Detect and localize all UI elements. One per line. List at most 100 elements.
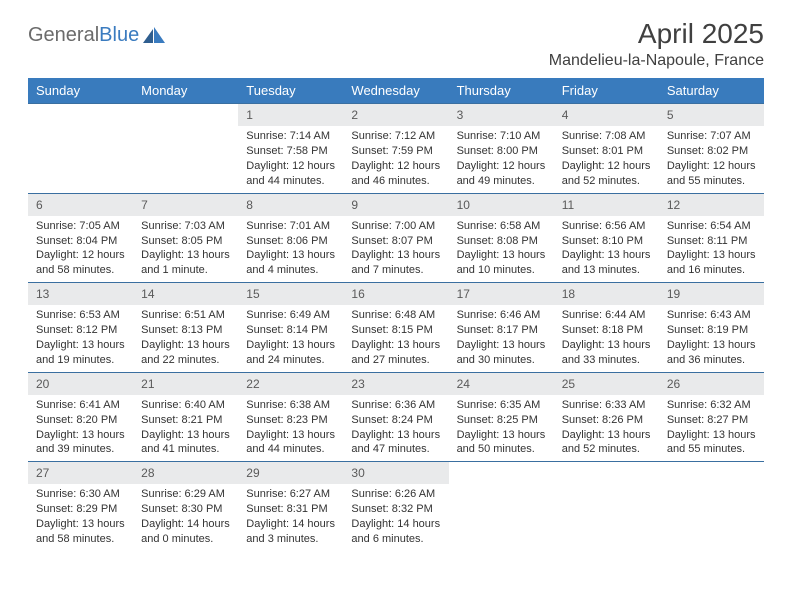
sunset-line: Sunset: 8:02 PM (667, 144, 756, 159)
daylight-line-2: and 22 minutes. (141, 353, 230, 368)
sunrise-line: Sunrise: 6:38 AM (246, 398, 335, 413)
sunset-line: Sunset: 8:21 PM (141, 413, 230, 428)
sunset-line: Sunset: 8:30 PM (141, 502, 230, 517)
daylight-line-1: Daylight: 14 hours (246, 517, 335, 532)
day-cell: 28Sunrise: 6:29 AMSunset: 8:30 PMDayligh… (133, 462, 238, 551)
daylight-line-2: and 52 minutes. (562, 174, 651, 189)
day-number: 1 (238, 104, 343, 126)
day-number: 30 (343, 462, 448, 484)
day-cell: 5Sunrise: 7:07 AMSunset: 8:02 PMDaylight… (659, 104, 764, 194)
daylight-line-1: Daylight: 13 hours (351, 248, 440, 263)
day-details: Sunrise: 7:10 AMSunset: 8:00 PMDaylight:… (449, 126, 554, 192)
sunset-line: Sunset: 8:25 PM (457, 413, 546, 428)
sunrise-line: Sunrise: 6:32 AM (667, 398, 756, 413)
daylight-line-2: and 27 minutes. (351, 353, 440, 368)
sunrise-line: Sunrise: 6:48 AM (351, 308, 440, 323)
weekday-row: SundayMondayTuesdayWednesdayThursdayFrid… (28, 78, 764, 104)
daylight-line-1: Daylight: 12 hours (351, 159, 440, 174)
sunset-line: Sunset: 8:12 PM (36, 323, 125, 338)
day-details: Sunrise: 7:00 AMSunset: 8:07 PMDaylight:… (343, 216, 448, 282)
day-number: 12 (659, 194, 764, 216)
sunset-line: Sunset: 7:59 PM (351, 144, 440, 159)
day-details: Sunrise: 6:36 AMSunset: 8:24 PMDaylight:… (343, 395, 448, 461)
daylight-line-1: Daylight: 14 hours (141, 517, 230, 532)
day-cell: 17Sunrise: 6:46 AMSunset: 8:17 PMDayligh… (449, 283, 554, 373)
daylight-line-1: Daylight: 13 hours (351, 338, 440, 353)
daylight-line-2: and 19 minutes. (36, 353, 125, 368)
title-block: April 2025 Mandelieu-la-Napoule, France (549, 18, 764, 70)
day-number: 8 (238, 194, 343, 216)
daylight-line-1: Daylight: 13 hours (246, 428, 335, 443)
day-number: 29 (238, 462, 343, 484)
sunset-line: Sunset: 8:31 PM (246, 502, 335, 517)
day-details: Sunrise: 6:49 AMSunset: 8:14 PMDaylight:… (238, 305, 343, 371)
day-details: Sunrise: 7:14 AMSunset: 7:58 PMDaylight:… (238, 126, 343, 192)
daylight-line-1: Daylight: 13 hours (562, 428, 651, 443)
day-number: 25 (554, 373, 659, 395)
day-number: 26 (659, 373, 764, 395)
day-number: 24 (449, 373, 554, 395)
sunset-line: Sunset: 8:10 PM (562, 234, 651, 249)
daylight-line-2: and 58 minutes. (36, 532, 125, 547)
sunset-line: Sunset: 8:17 PM (457, 323, 546, 338)
sunrise-line: Sunrise: 7:03 AM (141, 219, 230, 234)
sunset-line: Sunset: 8:11 PM (667, 234, 756, 249)
day-cell: 14Sunrise: 6:51 AMSunset: 8:13 PMDayligh… (133, 283, 238, 373)
sunset-line: Sunset: 8:23 PM (246, 413, 335, 428)
weekday-header: Thursday (449, 78, 554, 104)
sunrise-line: Sunrise: 7:00 AM (351, 219, 440, 234)
daylight-line-2: and 41 minutes. (141, 442, 230, 457)
day-details: Sunrise: 6:43 AMSunset: 8:19 PMDaylight:… (659, 305, 764, 371)
daylight-line-1: Daylight: 13 hours (562, 248, 651, 263)
day-number: 21 (133, 373, 238, 395)
day-details: Sunrise: 6:30 AMSunset: 8:29 PMDaylight:… (28, 484, 133, 550)
sunrise-line: Sunrise: 6:33 AM (562, 398, 651, 413)
day-details: Sunrise: 6:48 AMSunset: 8:15 PMDaylight:… (343, 305, 448, 371)
day-cell: 26Sunrise: 6:32 AMSunset: 8:27 PMDayligh… (659, 372, 764, 462)
daylight-line-2: and 16 minutes. (667, 263, 756, 278)
day-details: Sunrise: 6:46 AMSunset: 8:17 PMDaylight:… (449, 305, 554, 371)
sunset-line: Sunset: 8:27 PM (667, 413, 756, 428)
daylight-line-1: Daylight: 13 hours (457, 338, 546, 353)
day-details: Sunrise: 6:32 AMSunset: 8:27 PMDaylight:… (659, 395, 764, 461)
sunset-line: Sunset: 8:15 PM (351, 323, 440, 338)
daylight-line-1: Daylight: 12 hours (246, 159, 335, 174)
sunset-line: Sunset: 8:19 PM (667, 323, 756, 338)
sunrise-line: Sunrise: 7:08 AM (562, 129, 651, 144)
sunset-line: Sunset: 8:32 PM (351, 502, 440, 517)
daylight-line-2: and 36 minutes. (667, 353, 756, 368)
day-number: 9 (343, 194, 448, 216)
sunrise-line: Sunrise: 6:51 AM (141, 308, 230, 323)
sunrise-line: Sunrise: 6:29 AM (141, 487, 230, 502)
day-details: Sunrise: 6:51 AMSunset: 8:13 PMDaylight:… (133, 305, 238, 371)
day-cell: 3Sunrise: 7:10 AMSunset: 8:00 PMDaylight… (449, 104, 554, 194)
weekday-header: Sunday (28, 78, 133, 104)
weekday-header: Saturday (659, 78, 764, 104)
sunrise-line: Sunrise: 6:36 AM (351, 398, 440, 413)
daylight-line-1: Daylight: 13 hours (667, 338, 756, 353)
day-number: 4 (554, 104, 659, 126)
day-number: 10 (449, 194, 554, 216)
daylight-line-2: and 13 minutes. (562, 263, 651, 278)
calendar-head: SundayMondayTuesdayWednesdayThursdayFrid… (28, 78, 764, 104)
day-cell: 20Sunrise: 6:41 AMSunset: 8:20 PMDayligh… (28, 372, 133, 462)
day-cell: 9Sunrise: 7:00 AMSunset: 8:07 PMDaylight… (343, 193, 448, 283)
day-details: Sunrise: 6:44 AMSunset: 8:18 PMDaylight:… (554, 305, 659, 371)
day-cell: 1Sunrise: 7:14 AMSunset: 7:58 PMDaylight… (238, 104, 343, 194)
day-cell: 13Sunrise: 6:53 AMSunset: 8:12 PMDayligh… (28, 283, 133, 373)
daylight-line-1: Daylight: 13 hours (36, 428, 125, 443)
daylight-line-1: Daylight: 12 hours (562, 159, 651, 174)
daylight-line-1: Daylight: 13 hours (457, 428, 546, 443)
day-number: 16 (343, 283, 448, 305)
sunrise-line: Sunrise: 6:43 AM (667, 308, 756, 323)
daylight-line-2: and 10 minutes. (457, 263, 546, 278)
sunrise-line: Sunrise: 7:14 AM (246, 129, 335, 144)
day-number: 23 (343, 373, 448, 395)
daylight-line-2: and 33 minutes. (562, 353, 651, 368)
day-number: 3 (449, 104, 554, 126)
weekday-header: Friday (554, 78, 659, 104)
empty-cell (133, 104, 238, 194)
logo-word-2: Blue (99, 24, 139, 46)
sunrise-line: Sunrise: 7:01 AM (246, 219, 335, 234)
empty-cell (554, 462, 659, 551)
